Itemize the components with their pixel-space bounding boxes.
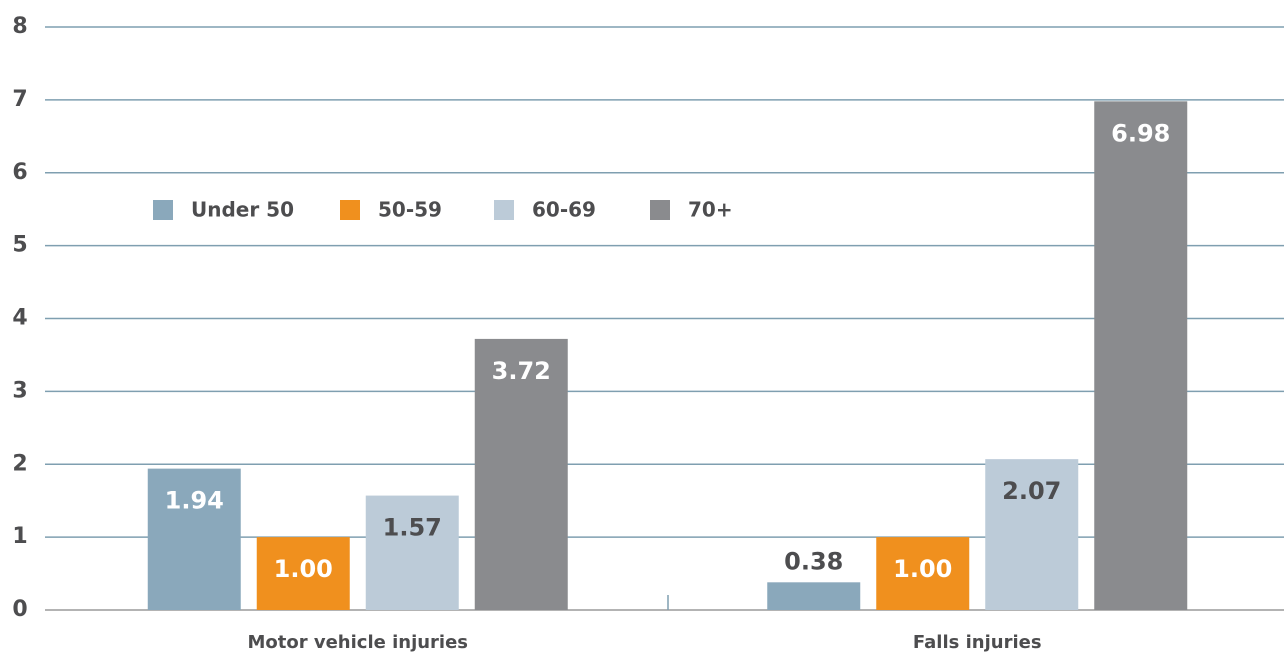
- legend-label: Under 50: [191, 198, 294, 222]
- value-label: 1.00: [893, 555, 952, 583]
- value-label: 6.98: [1111, 119, 1170, 147]
- y-tick-label: 7: [12, 87, 27, 112]
- legend-label: 50-59: [378, 198, 442, 222]
- y-tick-label: 4: [12, 306, 27, 331]
- legend-swatch: [650, 200, 670, 220]
- value-label: 1.57: [383, 514, 442, 542]
- value-label: 2.07: [1002, 477, 1061, 505]
- value-label: 0.38: [784, 547, 843, 575]
- bar: [474, 338, 568, 610]
- legend-label: 70+: [688, 198, 733, 222]
- bar: [256, 537, 350, 610]
- bar: [365, 495, 459, 610]
- y-tick-label: 8: [12, 14, 27, 39]
- legend-swatch: [494, 200, 514, 220]
- value-label: 3.72: [492, 357, 551, 385]
- y-tick-label: 0: [12, 597, 27, 622]
- bar: [147, 468, 241, 610]
- y-tick-label: 6: [12, 160, 27, 185]
- value-label: 1.94: [165, 487, 224, 515]
- value-label: 1.00: [274, 555, 333, 583]
- bar: [1094, 101, 1188, 611]
- legend-swatch: [340, 200, 360, 220]
- y-tick-label: 2: [12, 451, 27, 476]
- bar: [876, 537, 970, 610]
- bar: [985, 459, 1079, 610]
- y-tick-label: 1: [12, 524, 27, 549]
- legend-label: 60-69: [532, 198, 596, 222]
- y-tick-label: 5: [12, 233, 27, 258]
- y-tick-label: 3: [12, 378, 27, 403]
- x-tick-label: Falls injuries: [913, 632, 1042, 653]
- legend-swatch: [153, 200, 173, 220]
- x-tick-label: Motor vehicle injuries: [247, 632, 468, 653]
- bar: [767, 582, 861, 610]
